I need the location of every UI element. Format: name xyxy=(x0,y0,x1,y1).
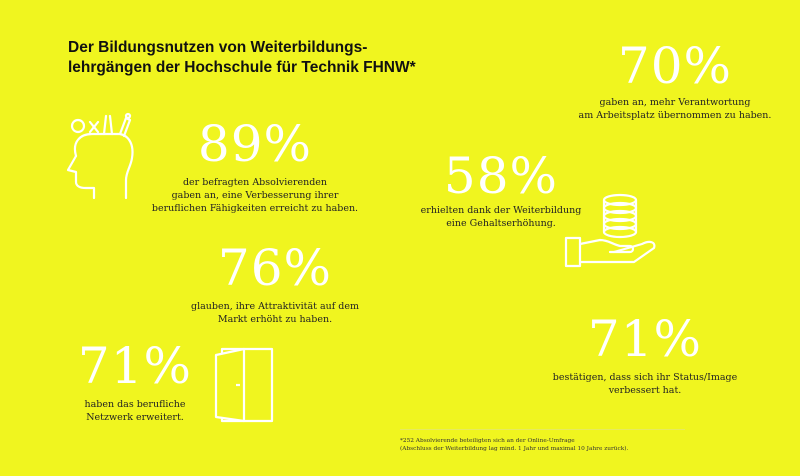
stat-71-status-line: bestätigen, dass sich ihr Status/Image xyxy=(552,372,738,383)
stat-71-status: 71% bestätigen, dass sich ihr Status/Ima… xyxy=(540,313,750,397)
page-title: Der Bildungsnutzen von Weiterbildungs- l… xyxy=(68,38,416,78)
stat-70: 70% gaben an, mehr Verantwortung am Arbe… xyxy=(570,40,780,122)
stat-76: 76% glauben, ihre Attraktivität auf dem … xyxy=(170,242,380,326)
open-door-icon xyxy=(214,347,274,423)
stat-89-value: 89% xyxy=(197,115,313,173)
stat-71-network-desc: haben das berufliche Netzwerk erweitert. xyxy=(60,398,210,424)
title-line-2: lehrgängen der Hochschule für Technik FH… xyxy=(68,59,416,76)
stat-70-desc: gaben an, mehr Verantwortung am Arbeitsp… xyxy=(570,96,780,122)
stat-71-network-value: 71% xyxy=(77,337,193,395)
stat-71-network-line: haben das berufliche xyxy=(84,399,186,410)
head-with-tools-icon xyxy=(66,112,134,200)
stat-89-line: gaben an, eine Verbesserung ihrer xyxy=(171,190,339,201)
stat-70-line: gaben an, mehr Verantwortung xyxy=(599,97,751,108)
stat-58-desc: erhielten dank der Weiterbildung eine Ge… xyxy=(406,204,596,230)
footnote: *252 Absolvierende beteiligten sich an d… xyxy=(400,437,628,453)
stat-71-network: 71% haben das berufliche Netzwerk erweit… xyxy=(60,340,210,424)
footnote-divider xyxy=(400,429,685,430)
stat-76-line: Markt erhöht zu haben. xyxy=(217,314,333,325)
stat-76-value: 76% xyxy=(217,239,333,297)
stat-71-status-value: 71% xyxy=(587,310,703,368)
footnote-line-2: (Abschluss der Weiterbildung lag mind. 1… xyxy=(400,446,629,452)
stat-58-line: eine Gehaltserhöhung. xyxy=(446,218,556,229)
footnote-line-1: *252 Absolvierende beteiligten sich an d… xyxy=(400,438,575,444)
title-line-1: Der Bildungsnutzen von Weiterbildungs- xyxy=(68,39,368,56)
stat-70-line: am Arbeitsplatz übernommen zu haben. xyxy=(578,110,772,121)
stat-89: 89% der befragten Absolvierenden gaben a… xyxy=(150,118,360,215)
stat-71-network-line: Netzwerk erweitert. xyxy=(86,412,184,423)
hand-with-coins-icon xyxy=(564,193,656,268)
stat-71-status-desc: bestätigen, dass sich ihr Status/Image v… xyxy=(540,371,750,397)
stat-58: 58% erhielten dank der Weiterbildung ein… xyxy=(406,150,596,230)
stat-89-desc: der befragten Absolvierenden gaben an, e… xyxy=(150,176,360,215)
stat-89-line: der befragten Absolvierenden xyxy=(182,177,328,188)
stat-70-value: 70% xyxy=(617,37,733,95)
stat-58-line: erhielten dank der Weiterbildung xyxy=(420,205,582,216)
stat-89-line: beruflichen Fähigkeiten erreicht zu habe… xyxy=(151,203,359,214)
stat-71-status-line: verbessert hat. xyxy=(608,385,682,396)
stat-58-value: 58% xyxy=(443,147,559,205)
stat-76-desc: glauben, ihre Attraktivität auf dem Mark… xyxy=(170,300,380,326)
stat-76-line: glauben, ihre Attraktivität auf dem xyxy=(190,301,359,312)
